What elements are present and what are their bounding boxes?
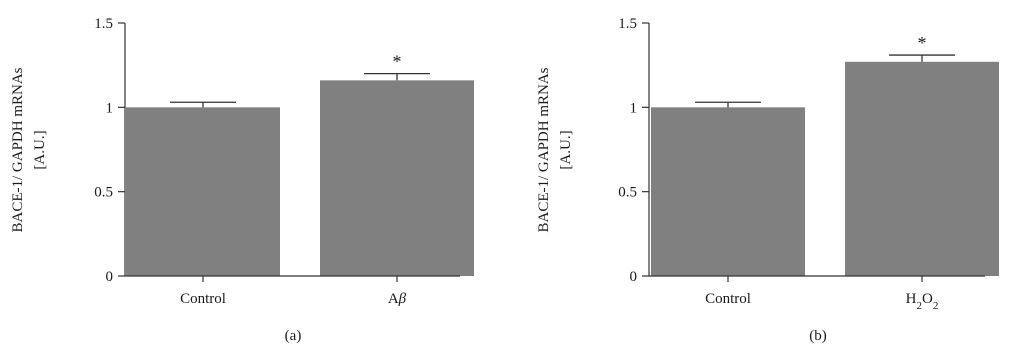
x-tick-label-text: O	[922, 291, 933, 307]
y-tick-label-3: 1.5	[94, 16, 113, 32]
x-tick-label-1: Aβ	[388, 291, 407, 307]
bar-0	[651, 107, 805, 276]
y-tick-label-3: 1.5	[618, 16, 637, 32]
x-tick-label-subscript: 2	[933, 300, 939, 312]
significance-marker-1: *	[393, 52, 402, 72]
chart-panel-a: * 0 0.5 1 1.5 Control Aβ BACE-1/ GAPDH mRNAs [A.…	[10, 16, 474, 344]
y-axis-label: BACE-1/ GAPDH mRNAs	[10, 67, 26, 232]
bar-1	[845, 61, 999, 276]
significance-marker-1: *	[918, 33, 927, 53]
bar-0	[126, 107, 280, 276]
panel-label: (a)	[285, 328, 302, 344]
x-tick-label-subscript: 2	[917, 300, 923, 312]
y-axis-label-unit: [A.U.]	[558, 130, 574, 169]
x-tick-label-greek: β	[398, 291, 407, 307]
y-axis-label-unit: [A.U.]	[32, 130, 48, 169]
x-tick-label-text: A	[388, 291, 399, 307]
x-tick-label-1: H2O2	[906, 291, 939, 312]
x-tick-label-0: Control	[705, 291, 751, 307]
y-tick-label-2: 1	[106, 100, 114, 116]
y-tick-label-0: 0	[630, 269, 638, 285]
x-tick-label-0: Control	[180, 291, 226, 307]
y-tick-label-0: 0	[106, 269, 114, 285]
y-axis-label: BACE-1/ GAPDH mRNAs	[536, 67, 552, 232]
y-tick-label-1: 0.5	[94, 185, 113, 201]
x-tick-label-text: H	[906, 291, 917, 307]
y-tick-label-1: 0.5	[618, 185, 637, 201]
panel-label: (b)	[809, 328, 827, 344]
bar-1	[320, 80, 474, 276]
x-tick-label-text: Control	[180, 291, 226, 307]
y-tick-label-2: 1	[630, 100, 638, 116]
x-tick-label-text: Control	[705, 291, 751, 307]
